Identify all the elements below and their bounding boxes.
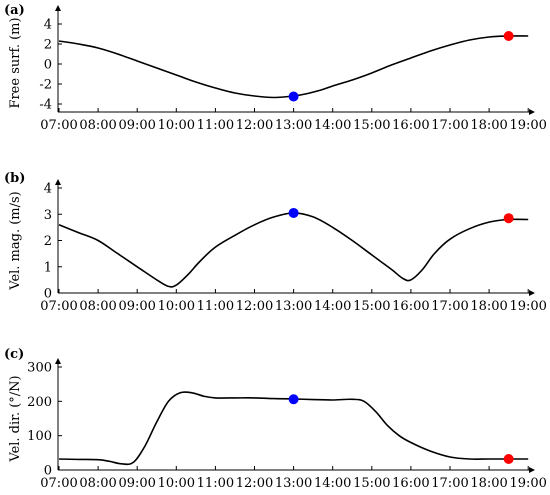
panel-label: (b) [4, 171, 25, 186]
panel-c: 07:00 08:00 09:00 10:00 11:00 12:00 13:00 14:00… [4, 347, 547, 491]
panel-label: (c) [4, 347, 24, 362]
x-tick-label: 15:00 [353, 118, 390, 133]
x-axis-arrow [529, 109, 535, 115]
y-tick-label: 4 [44, 18, 52, 33]
x-tick-label: 14:00 [314, 118, 351, 133]
data-marker [503, 454, 514, 465]
y-tick-label: 300 [27, 361, 52, 376]
x-tick-label: 15:00 [353, 476, 390, 491]
y-tick-label: 100 [27, 429, 52, 444]
x-tick-label: 14:00 [314, 476, 351, 491]
x-tick-label: 16:00 [392, 299, 429, 314]
x-tick-label: 13:00 [275, 299, 312, 314]
x-tick-label: 10:00 [158, 299, 195, 314]
x-tick-label: 17:00 [431, 299, 468, 314]
panel-b: 07:00 08:00 09:00 10:00 11:00 12:00 13:00 14:00… [4, 171, 547, 314]
panel-a: 07:00 08:00 09:00 10:00 11:00 12:00 13:00 14:00… [4, 3, 547, 133]
panel-label: (a) [4, 3, 25, 18]
y-tick-label: 0 [44, 287, 52, 302]
x-tick-label: 10:00 [158, 118, 195, 133]
x-tick-label: 18:00 [470, 299, 507, 314]
x-tick-label: 12:00 [236, 476, 273, 491]
x-tick-label: 07:00 [40, 299, 77, 314]
y-tick-label: -4 [39, 98, 52, 113]
x-tick-label: 13:00 [275, 118, 312, 133]
series-line [58, 212, 529, 288]
x-tick-label: 12:00 [236, 118, 273, 133]
x-tick-label: 16:00 [392, 118, 429, 133]
x-tick-label: 09:00 [118, 476, 155, 491]
x-tick-label: 19:00 [509, 118, 546, 133]
x-tick-label: 11:00 [197, 299, 234, 314]
y-axis-arrow [55, 358, 61, 364]
y-tick-label: 2 [44, 38, 52, 53]
series-line [58, 391, 529, 466]
y-tick-label: 4 [44, 182, 52, 197]
x-tick-label: 11:00 [197, 476, 234, 491]
data-marker [288, 394, 299, 405]
y-axis-title: Vel. dir. (°/N) [8, 375, 23, 462]
x-tick-label: 17:00 [431, 476, 468, 491]
x-tick-label: 08:00 [79, 476, 116, 491]
y-tick-label: -2 [39, 78, 52, 93]
x-tick-label: 12:00 [236, 299, 273, 314]
y-tick-label: 0 [44, 58, 52, 73]
y-tick-label: 1 [44, 260, 52, 275]
x-axis-arrow [529, 290, 535, 296]
y-tick-label: 3 [44, 208, 52, 223]
y-axis-title: Vel. mag. (m/s) [8, 191, 23, 291]
data-marker [288, 207, 299, 218]
x-tick-label: 18:00 [470, 476, 507, 491]
x-tick-label: 15:00 [353, 299, 390, 314]
x-tick-label: 08:00 [79, 118, 116, 133]
x-axis-arrow [529, 467, 535, 473]
x-tick-label: 13:00 [275, 476, 312, 491]
x-tick-label: 07:00 [40, 118, 77, 133]
y-tick-label: 2 [44, 234, 52, 249]
y-axis-arrow [55, 5, 61, 11]
x-tick-label: 08:00 [79, 299, 116, 314]
x-tick-label: 07:00 [40, 476, 77, 491]
data-marker [503, 31, 514, 41]
y-axis-title: Free surf. (m) [8, 17, 23, 108]
y-tick-label: 0 [44, 464, 52, 479]
x-tick-label: 11:00 [197, 118, 234, 133]
data-marker [288, 91, 299, 102]
x-tick-label: 09:00 [118, 118, 155, 133]
x-tick-label: 16:00 [392, 476, 429, 491]
y-tick-label: 200 [27, 395, 52, 410]
x-tick-label: 18:00 [470, 118, 507, 133]
x-tick-label: 09:00 [118, 299, 155, 314]
data-marker [503, 213, 514, 224]
x-tick-label: 14:00 [314, 299, 351, 314]
x-tick-label: 17:00 [431, 118, 468, 133]
y-axis-arrow [55, 179, 61, 185]
x-tick-label: 19:00 [509, 476, 546, 491]
series-line [58, 35, 529, 99]
x-tick-label: 19:00 [509, 299, 546, 314]
x-tick-label: 10:00 [158, 476, 195, 491]
